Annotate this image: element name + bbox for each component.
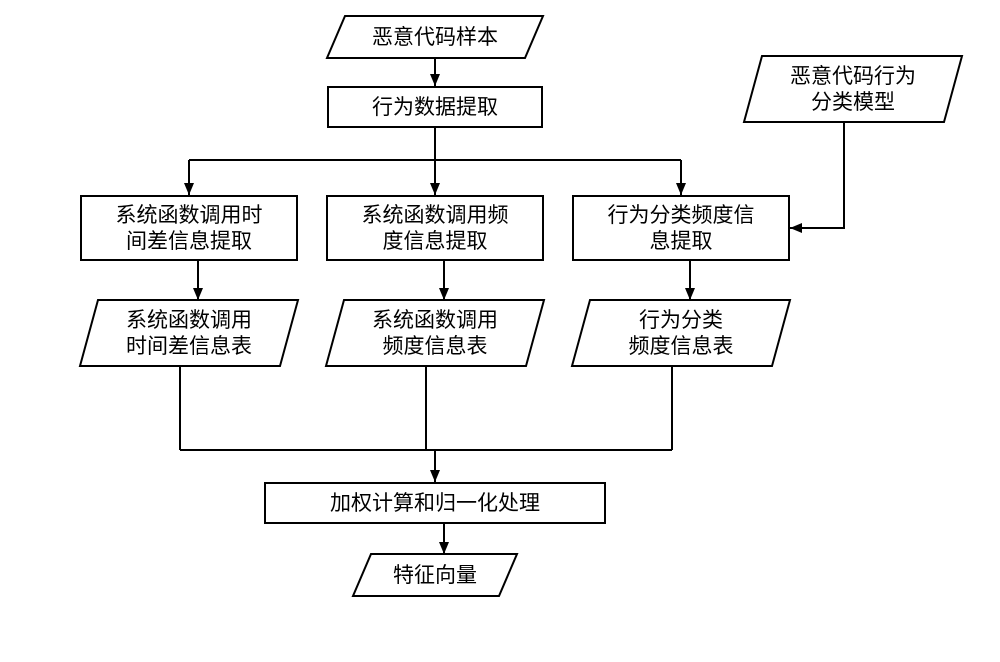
node-n_extract: 行为数据提取	[327, 86, 543, 128]
node-n_weight: 加权计算和归一化处理	[264, 482, 606, 524]
node-n_model: 恶意代码行为 分类模型	[744, 56, 962, 122]
node-label: 系统函数调用频 度信息提取	[362, 202, 509, 255]
node-label: 行为分类频度信 息提取	[608, 202, 755, 255]
node-label: 恶意代码行为 分类模型	[790, 63, 916, 116]
node-label: 系统函数调用 时间差信息表	[126, 307, 252, 360]
node-n_timetab: 系统函数调用 时间差信息表	[80, 300, 298, 366]
node-n_behproc: 行为分类频度信 息提取	[572, 195, 790, 261]
node-label: 系统函数调用 频度信息表	[372, 307, 498, 360]
node-label: 加权计算和归一化处理	[330, 490, 540, 516]
node-label: 系统函数调用时 间差信息提取	[116, 202, 263, 255]
node-label: 行为数据提取	[372, 94, 498, 120]
node-n_freqproc: 系统函数调用频 度信息提取	[326, 195, 544, 261]
node-n_timeproc: 系统函数调用时 间差信息提取	[80, 195, 298, 261]
node-n_sample: 恶意代码样本	[327, 16, 543, 58]
node-n_vector: 特征向量	[353, 554, 517, 596]
node-label: 特征向量	[393, 562, 477, 588]
node-n_freqtab: 系统函数调用 频度信息表	[326, 300, 544, 366]
flowchart-canvas: 恶意代码样本行为数据提取恶意代码行为 分类模型系统函数调用时 间差信息提取系统函…	[0, 0, 1000, 662]
node-label: 恶意代码样本	[372, 24, 498, 50]
node-label: 行为分类 频度信息表	[629, 307, 734, 360]
node-n_behtab: 行为分类 频度信息表	[572, 300, 790, 366]
